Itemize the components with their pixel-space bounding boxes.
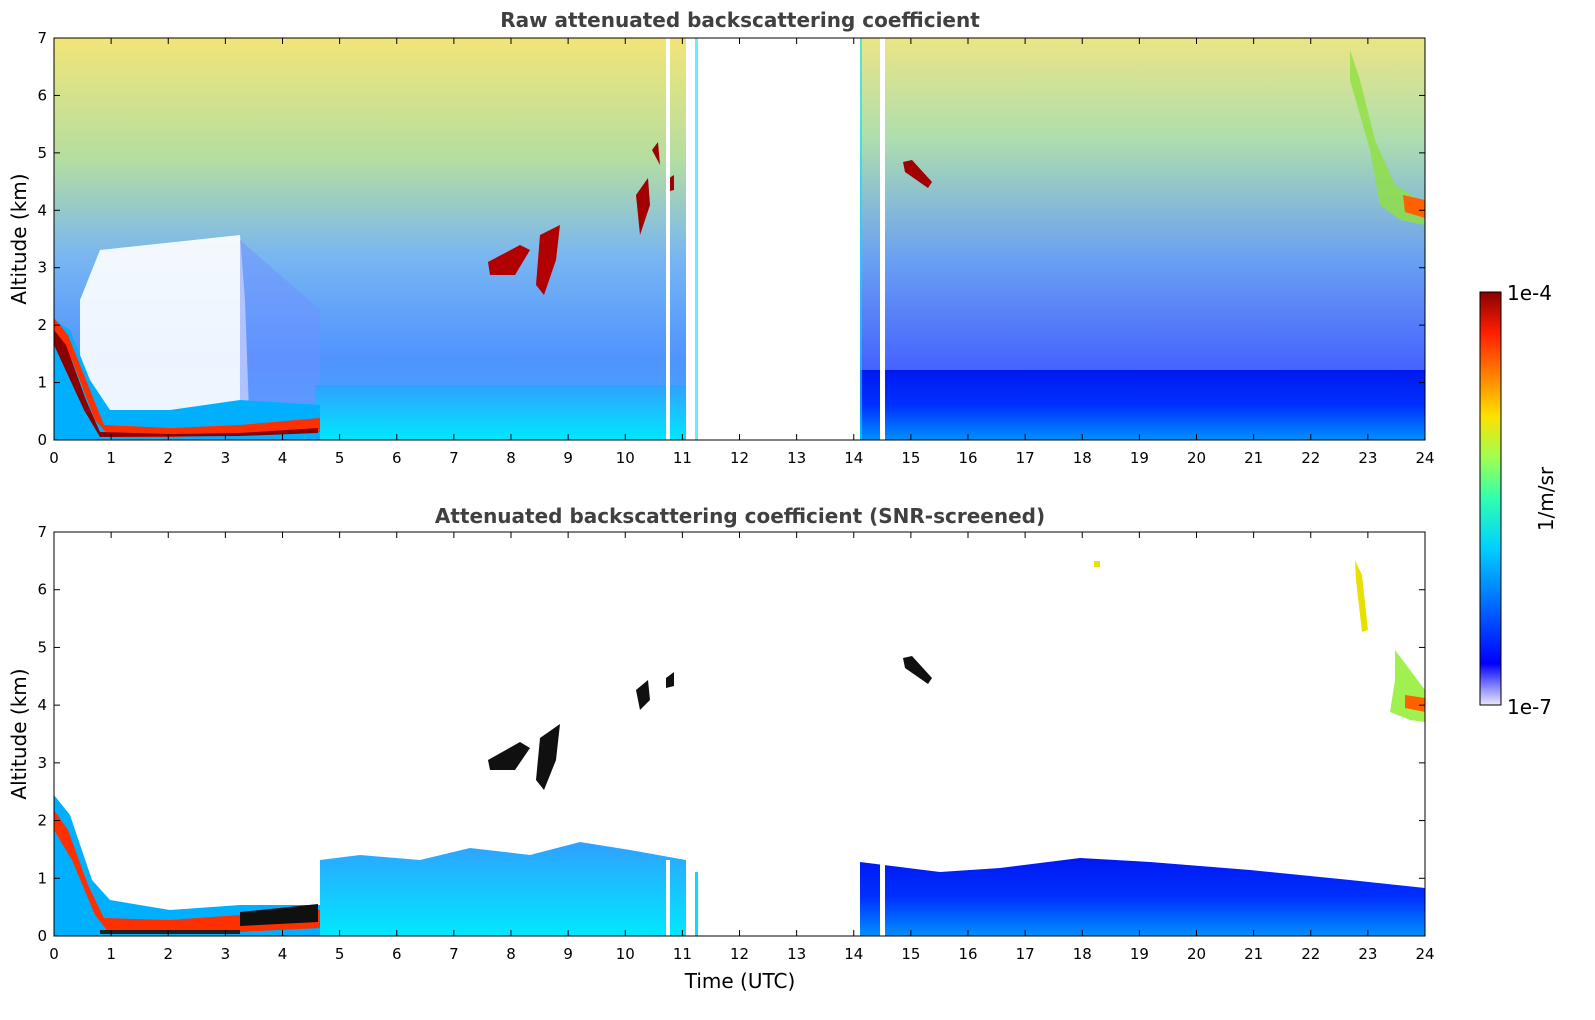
panel-2-xtick-label: 22	[1301, 945, 1320, 963]
panel-2-xtick-label: 15	[901, 945, 920, 963]
panel-2-xtick-label: 4	[278, 945, 288, 963]
panel-1-xtick-label: 8	[506, 449, 516, 467]
panel-2-xtick-label: 8	[506, 945, 516, 963]
panel-1-xtick-label: 9	[563, 449, 573, 467]
panel-2-ytick-label: 6	[37, 581, 47, 599]
panel-2-ylabel: Altitude (km)	[7, 668, 31, 799]
panel-2-xtick-label: 7	[449, 945, 459, 963]
raw-aerosol-layer	[54, 320, 320, 440]
panel-2-xtick-label: 17	[1016, 945, 1035, 963]
panel-1-ytick-label: 0	[37, 431, 47, 449]
colorbar-min-label: 1e-7	[1507, 695, 1552, 719]
panel-1-xtick-label: 6	[392, 449, 402, 467]
raw-cloud-15	[903, 160, 932, 188]
panel-2-ytick-label: 5	[37, 638, 47, 656]
panel-1-xtick-label: 22	[1301, 449, 1320, 467]
panel-2-ytick-label: 1	[37, 869, 47, 887]
colorbar-gradient	[1479, 291, 1502, 706]
panel-2-ytick-label: 0	[37, 927, 47, 945]
panel-1-xtick-label: 20	[1187, 449, 1206, 467]
panel-2-xtick-label: 5	[335, 945, 345, 963]
panel-1-xtick-label: 10	[616, 449, 635, 467]
panel-1-xtick-label: 7	[449, 449, 459, 467]
panel-2-xtick-label: 11	[673, 945, 692, 963]
panel-2-xtick-label: 10	[616, 945, 635, 963]
panel-1-ytick-label: 6	[37, 86, 47, 104]
panel-1-ytick-label: 4	[37, 201, 47, 219]
panel-1-xtick-label: 0	[49, 449, 59, 467]
panel-1-xtick-label: 13	[787, 449, 806, 467]
panel-2-xtick-label: 0	[49, 945, 59, 963]
panel-2-xtick-label: 3	[221, 945, 231, 963]
panel-1-xtick-label: 23	[1358, 449, 1377, 467]
snr-bl-cyan	[320, 842, 686, 936]
panel-1-ytick-label: 5	[37, 144, 47, 162]
panel-2-xtick-label: 1	[106, 945, 116, 963]
panel-2-xtick-label: 19	[1130, 945, 1149, 963]
panel-2-axes: 0 1 2 3 4 5 6 7 8 9 10 11 12 13 14 15 16 17 18 19 20 21 22 23 24…	[37, 523, 1434, 963]
panel-1-xtick-label: 15	[901, 449, 920, 467]
panel-1-title: Raw attenuated backscattering coefficien…	[500, 8, 980, 32]
panel-1-xtick-label: 12	[730, 449, 749, 467]
panel-2-ytick-label: 2	[37, 812, 47, 830]
panel-2-xtick-label: 12	[730, 945, 749, 963]
panel-1-xtick-label: 1	[106, 449, 116, 467]
panel-2-xtick-label: 14	[844, 945, 863, 963]
raw-bl-top	[54, 318, 320, 437]
panel-2-xtick-label: 20	[1187, 945, 1206, 963]
panel-1-xtick-label: 11	[673, 449, 692, 467]
panel-2-xtick-label: 16	[958, 945, 977, 963]
snr-cloud-15	[903, 656, 932, 684]
raw-blue-noise	[240, 240, 320, 440]
panel-2-ytick-label: 4	[37, 696, 47, 714]
panel-1-xtick-label: 16	[958, 449, 977, 467]
raw-bl-cyan	[315, 385, 686, 440]
panel-1-ytick-label: 3	[37, 259, 47, 277]
panel-1-xtick-label: 24	[1415, 449, 1434, 467]
panel-2-xtick-label: 24	[1415, 945, 1434, 963]
panel-1-xtick-label: 21	[1244, 449, 1263, 467]
raw-cloud-8	[488, 245, 530, 275]
panel-2-xtick-label: 21	[1244, 945, 1263, 963]
panel-2-xtick-label: 13	[787, 945, 806, 963]
panel-2-ytick-label: 7	[37, 523, 47, 541]
panel-2-image	[54, 532, 1425, 936]
panel-1-xtick-label: 5	[335, 449, 345, 467]
panel-1-xtick-label: 17	[1016, 449, 1035, 467]
panel-1-ytick-label: 1	[37, 374, 47, 392]
snr-cloud-8	[488, 742, 530, 770]
panel-1-xtick-label: 3	[221, 449, 231, 467]
panel-1-xtick-label: 19	[1130, 449, 1149, 467]
panel-1-xtick-label: 14	[844, 449, 863, 467]
panel-2-xtick-label: 6	[392, 945, 402, 963]
panel-1-image	[54, 38, 1425, 440]
snr-cloud-10	[636, 680, 650, 710]
panel-2-xlabel: Time (UTC)	[684, 969, 796, 993]
panel-1-ytick-label: 7	[37, 29, 47, 47]
colorbar-max-label: 1e-4	[1507, 281, 1552, 305]
raw-bl-blue	[860, 370, 1425, 440]
panel-2-xtick-label: 18	[1073, 945, 1092, 963]
panel-1-xtick-label: 4	[278, 449, 288, 467]
colorbar: 1e-4 1e-7 1/m/sr	[1479, 281, 1558, 719]
panel-2-xtick-label: 23	[1358, 945, 1377, 963]
panel-2-ytick-label: 3	[37, 754, 47, 772]
panel-2-xtick-label: 2	[163, 945, 173, 963]
panel-1-axes: 0 1 2 3 4 5 6 7 8 9 10 11 12 13 14 15 16 17 18 19 20 21 22 23 24…	[37, 29, 1434, 467]
panel-1-xtick-label: 2	[163, 449, 173, 467]
panel-2-title: Attenuated backscattering coefficient (S…	[435, 504, 1045, 528]
panel-1-ytick-label: 2	[37, 316, 47, 334]
raw-clear-region	[80, 235, 250, 440]
snr-bl-blue	[860, 858, 1425, 936]
colorbar-unit-label: 1/m/sr	[1534, 466, 1558, 531]
panel-2-xtick-label: 9	[563, 945, 573, 963]
panel-1-xtick-label: 18	[1073, 449, 1092, 467]
raw-cloud-10	[636, 178, 650, 235]
panel-1-ylabel: Altitude (km)	[7, 173, 31, 304]
